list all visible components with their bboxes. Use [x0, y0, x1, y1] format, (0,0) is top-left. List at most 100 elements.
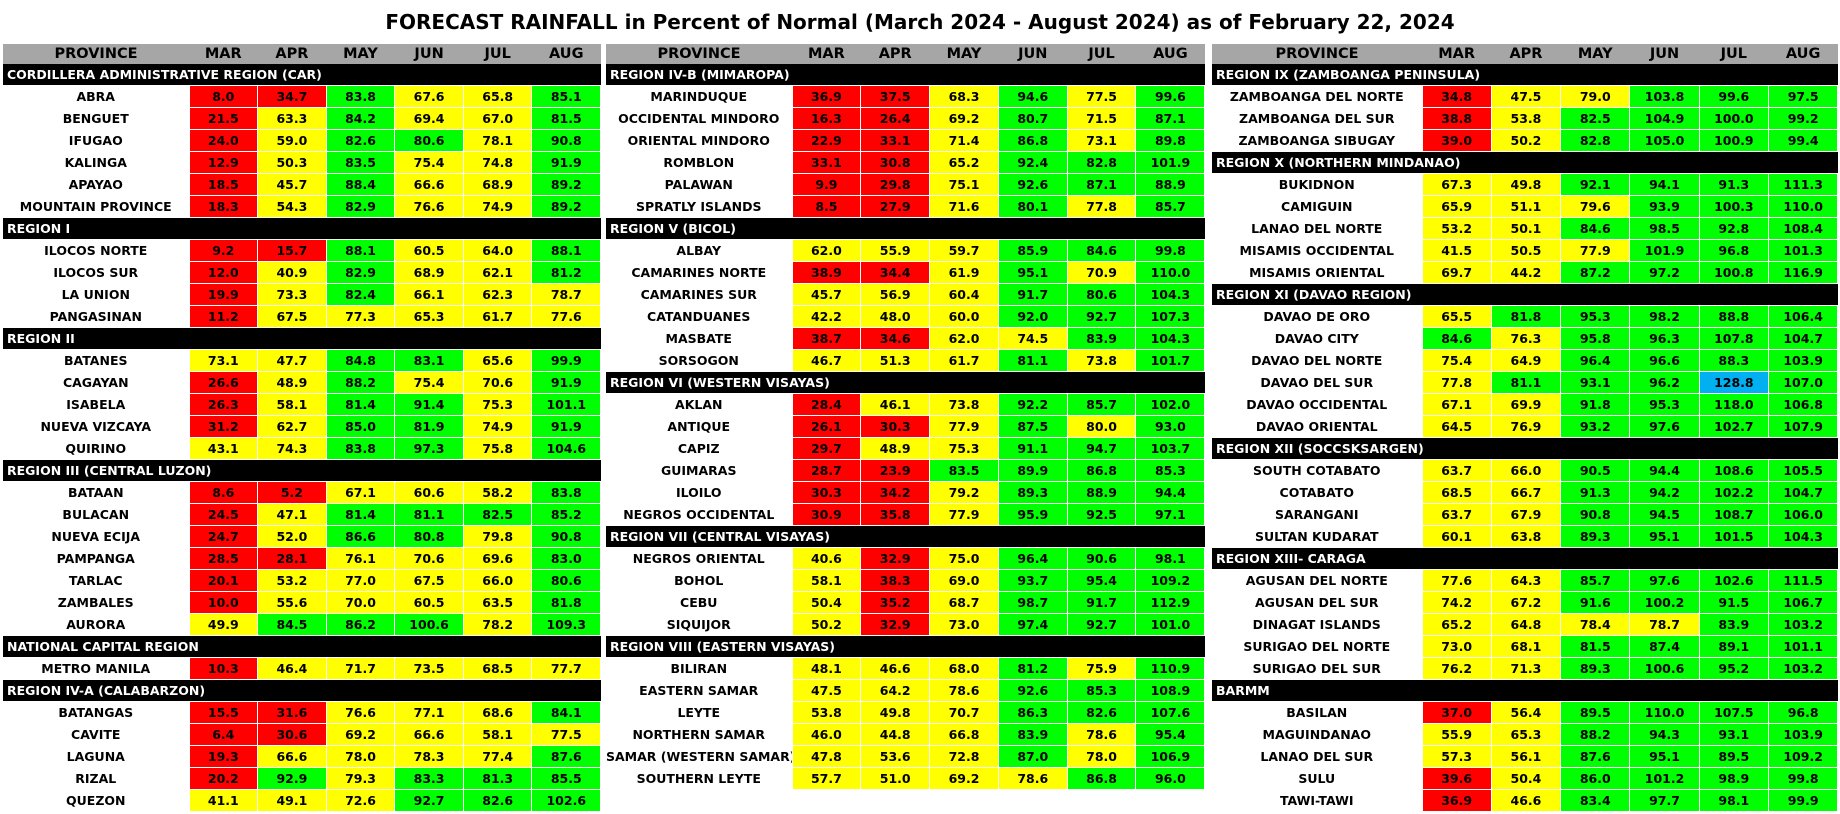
value-cell-may: 82.5 — [1560, 107, 1631, 130]
value-cell-apr: 34.4 — [860, 261, 931, 284]
value-cell-jul: 89.5 — [1698, 745, 1769, 768]
region-label: REGION XIII- CARAGA — [1212, 547, 1838, 570]
value-cell-apr: 65.3 — [1490, 723, 1562, 746]
value-cell-jun: 81.2 — [997, 657, 1068, 680]
value-cell-mar: 64.5 — [1421, 415, 1492, 438]
value-cell-jul: 68.5 — [462, 657, 533, 680]
table-row: BOHOL 58.1 38.3 69.0 93.7 95.4 109.2 — [606, 569, 1206, 592]
value-cell-jul: 75.3 — [462, 393, 533, 416]
value-cell-apr: 81.8 — [1490, 305, 1562, 328]
value-cell-may: 79.3 — [325, 767, 396, 790]
value-cell-aug: 99.8 — [1135, 239, 1206, 262]
value-cell-jul: 69.6 — [462, 547, 533, 570]
value-cell-mar: 68.5 — [1421, 481, 1492, 504]
province-name: ORIENTAL MINDORO — [606, 129, 792, 152]
province-name: DAVAO DE ORO — [1212, 305, 1422, 328]
region-row: REGION X (NORTHERN MINDANAO) — [1212, 151, 1838, 174]
header-month-mar: MAR — [792, 44, 861, 64]
value-cell-mar: 21.5 — [188, 107, 259, 130]
value-cell-mar: 63.7 — [1421, 459, 1492, 482]
value-cell-may: 68.3 — [929, 85, 999, 108]
province-name: MARINDUQUE — [606, 85, 792, 108]
value-cell-may: 75.3 — [929, 437, 999, 460]
value-cell-may: 71.7 — [325, 657, 396, 680]
value-cell-aug: 107.9 — [1767, 415, 1839, 438]
value-cell-aug: 105.5 — [1767, 459, 1839, 482]
region-label: BARMM — [1212, 679, 1838, 702]
value-cell-may: 61.7 — [929, 349, 999, 372]
value-cell-may: 73.0 — [929, 613, 999, 636]
table-row: LEYTE 53.8 49.8 70.7 86.3 82.6 107.6 — [606, 701, 1206, 724]
region-row: REGION II — [3, 327, 601, 350]
table-row: CEBU 50.4 35.2 68.7 98.7 91.7 112.9 — [606, 591, 1206, 614]
value-cell-aug: 107.0 — [1767, 371, 1839, 394]
value-cell-aug: 91.9 — [531, 415, 602, 438]
value-cell-may: 93.2 — [1560, 415, 1631, 438]
province-name: PANGASINAN — [3, 305, 189, 328]
value-cell-jun: 66.6 — [394, 173, 464, 196]
value-cell-mar: 47.8 — [791, 745, 862, 768]
value-cell-jul: 95.4 — [1066, 569, 1137, 592]
value-cell-aug: 81.8 — [531, 591, 602, 614]
table-row: CAPIZ 29.7 48.9 75.3 91.1 94.7 103.7 — [606, 437, 1206, 460]
value-cell-jul: 89.1 — [1698, 635, 1769, 658]
value-cell-may: 84.2 — [325, 107, 396, 130]
value-cell-mar: 37.0 — [1421, 701, 1492, 724]
province-name: DAVAO ORIENTAL — [1212, 415, 1422, 438]
value-cell-jul: 66.0 — [462, 569, 533, 592]
table-row: COTABATO 68.5 66.7 91.3 94.2 102.2 104.7 — [1212, 481, 1839, 504]
table-row: KALINGA 12.9 50.3 83.5 75.4 74.8 91.9 — [3, 151, 602, 174]
value-cell-aug: 101.1 — [1767, 635, 1839, 658]
region-label: REGION VII (CENTRAL VISAYAS) — [606, 525, 1205, 548]
value-cell-may: 84.6 — [1560, 217, 1631, 240]
value-cell-apr: 53.8 — [1490, 107, 1562, 130]
value-cell-mar: 8.5 — [791, 195, 862, 218]
value-cell-jul: 74.8 — [462, 151, 533, 174]
table-row: NUEVA ECIJA 24.7 52.0 86.6 80.8 79.8 90.8 — [3, 525, 602, 548]
value-cell-apr: 69.9 — [1490, 393, 1562, 416]
table-row: LAGUNA 19.3 66.6 78.0 78.3 77.4 87.6 — [3, 745, 602, 768]
table-row: PAMPANGA 28.5 28.1 76.1 70.6 69.6 83.0 — [3, 547, 602, 570]
province-name: BATAAN — [3, 481, 189, 504]
header-month-apr: APR — [1491, 44, 1561, 64]
value-cell-jul: 68.6 — [462, 701, 533, 724]
province-name: BENGUET — [3, 107, 189, 130]
value-cell-jun: 83.9 — [997, 723, 1068, 746]
province-name: SURIGAO DEL SUR — [1212, 657, 1422, 680]
value-cell-mar: 22.9 — [791, 129, 862, 152]
value-cell-jun: 87.5 — [997, 415, 1068, 438]
province-name: PAMPANGA — [3, 547, 189, 570]
table-row: NORTHERN SAMAR 46.0 44.8 66.8 83.9 78.6 95.4 — [606, 723, 1206, 746]
value-cell-jul: 78.1 — [462, 129, 533, 152]
province-name: ILOCOS NORTE — [3, 239, 189, 262]
value-cell-jul: 100.3 — [1698, 195, 1769, 218]
province-name: CAMIGUIN — [1212, 195, 1422, 218]
value-cell-mar: 19.9 — [188, 283, 259, 306]
value-cell-aug: 101.0 — [1135, 613, 1206, 636]
value-cell-aug: 99.9 — [1767, 789, 1839, 812]
value-cell-jul: 87.1 — [1066, 173, 1137, 196]
value-cell-may: 88.4 — [325, 173, 396, 196]
value-cell-apr: 59.0 — [257, 129, 327, 152]
table-row: BUKIDNON 67.3 49.8 92.1 94.1 91.3 111.3 — [1212, 173, 1839, 196]
value-cell-jun: 92.0 — [997, 305, 1068, 328]
value-cell-may: 72.8 — [929, 745, 999, 768]
value-cell-apr: 76.3 — [1490, 327, 1562, 350]
value-cell-jul: 100.8 — [1698, 261, 1769, 284]
value-cell-mar: 53.8 — [791, 701, 862, 724]
value-cell-jul: 79.8 — [462, 525, 533, 548]
header-month-apr: APR — [257, 44, 327, 64]
value-cell-apr: 71.3 — [1490, 657, 1562, 680]
value-cell-may: 90.5 — [1560, 459, 1631, 482]
header-month-jul: JUL — [1699, 44, 1769, 64]
value-cell-may: 72.6 — [325, 789, 396, 812]
header-province: PROVINCE — [3, 44, 189, 64]
value-cell-mar: 49.9 — [188, 613, 259, 636]
value-cell-jul: 85.7 — [1066, 393, 1137, 416]
value-cell-jun: 76.6 — [394, 195, 464, 218]
value-cell-jul: 85.3 — [1066, 679, 1137, 702]
value-cell-jun: 103.8 — [1629, 85, 1700, 108]
value-cell-mar: 43.1 — [188, 437, 259, 460]
province-name: RIZAL — [3, 767, 189, 790]
value-cell-apr: 53.6 — [860, 745, 931, 768]
